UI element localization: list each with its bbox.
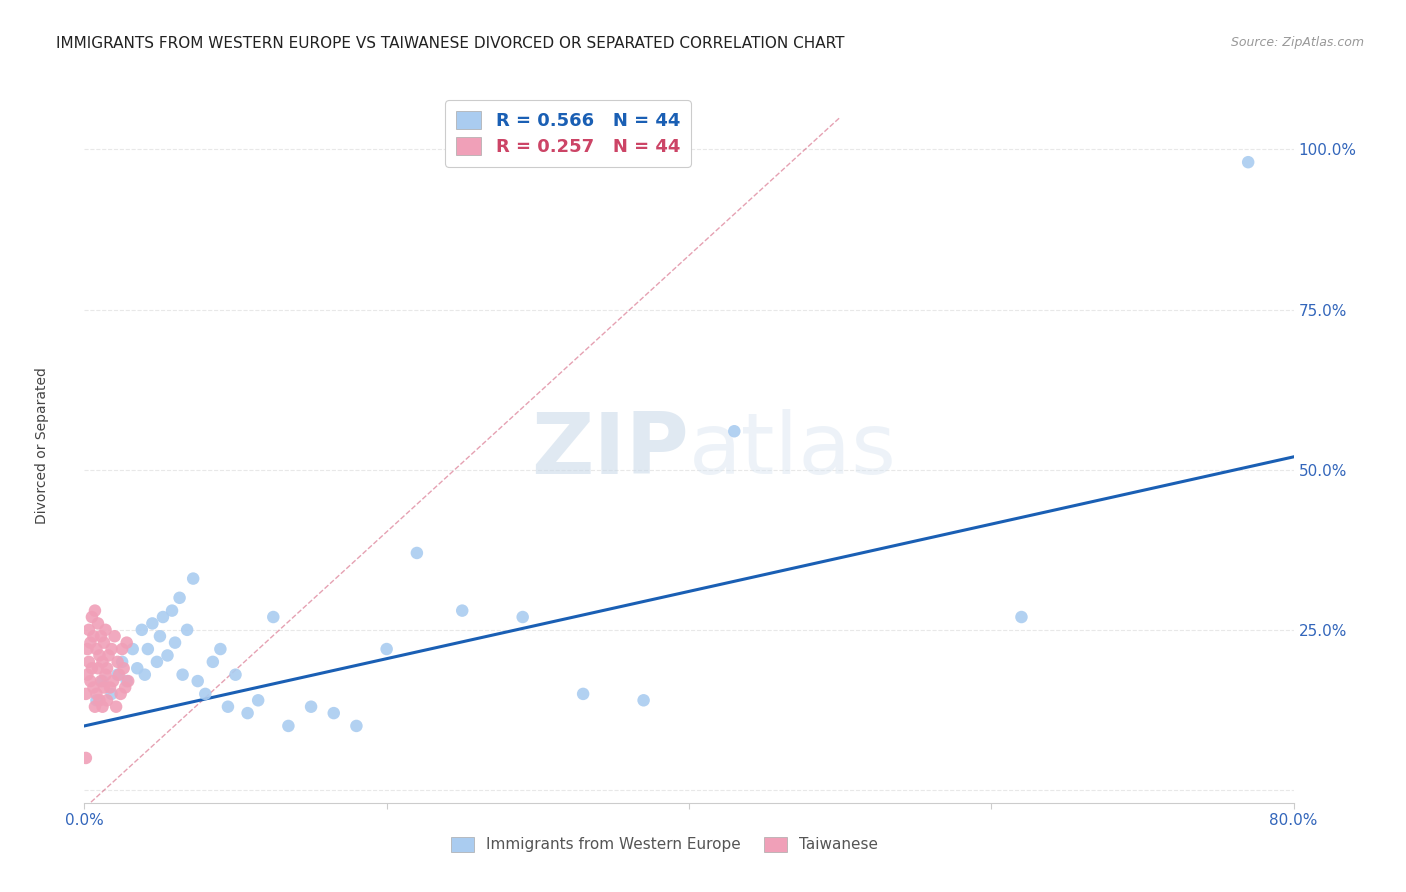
Point	[114, 681, 136, 695]
Point	[82, 681, 104, 695]
Point	[84, 699, 107, 714]
Point	[217, 699, 239, 714]
Point	[209, 642, 232, 657]
Point	[136, 642, 159, 657]
Point	[127, 661, 149, 675]
Point	[75, 751, 97, 765]
Point	[236, 706, 259, 720]
Point	[187, 674, 209, 689]
Point	[79, 635, 101, 649]
Point	[75, 687, 97, 701]
Point	[101, 674, 124, 689]
Point	[94, 667, 117, 681]
Point	[322, 706, 344, 720]
Point	[172, 667, 194, 681]
Point	[156, 648, 179, 663]
Point	[80, 610, 103, 624]
Point	[97, 648, 120, 663]
Point	[82, 629, 104, 643]
Point	[86, 642, 108, 657]
Point	[181, 572, 204, 586]
Point	[77, 623, 100, 637]
Point	[110, 687, 132, 701]
Point	[91, 674, 114, 689]
Text: IMMIGRANTS FROM WESTERN EUROPE VS TAIWANESE DIVORCED OR SEPARATED CORRELATION CH: IMMIGRANTS FROM WESTERN EUROPE VS TAIWAN…	[56, 36, 845, 51]
Point	[96, 693, 118, 707]
Point	[94, 623, 117, 637]
Point	[134, 667, 156, 681]
Point	[723, 424, 745, 438]
Point	[86, 693, 108, 707]
Text: atlas: atlas	[689, 409, 897, 492]
Point	[141, 616, 163, 631]
Point	[100, 642, 122, 657]
Point	[89, 648, 111, 663]
Point	[121, 642, 143, 657]
Point	[115, 635, 138, 649]
Point	[98, 681, 121, 695]
Point	[572, 687, 595, 701]
Point	[131, 623, 153, 637]
Point	[451, 604, 474, 618]
Point	[152, 610, 174, 624]
Point	[146, 655, 169, 669]
Point	[108, 667, 131, 681]
Point	[160, 604, 183, 618]
Point	[201, 655, 224, 669]
Point	[115, 674, 138, 689]
Point	[93, 681, 115, 695]
Point	[76, 642, 98, 657]
Text: ZIP: ZIP	[531, 409, 689, 492]
Point	[80, 661, 103, 675]
Point	[87, 661, 110, 675]
Point	[87, 616, 110, 631]
Point	[107, 655, 129, 669]
Legend: Immigrants from Western Europe, Taiwanese: Immigrants from Western Europe, Taiwanes…	[446, 830, 884, 859]
Point	[93, 635, 115, 649]
Point	[633, 693, 655, 707]
Point	[117, 674, 139, 689]
Point	[277, 719, 299, 733]
Point	[91, 699, 114, 714]
Point	[406, 546, 429, 560]
Point	[149, 629, 172, 643]
Point	[107, 667, 129, 681]
Point	[79, 674, 101, 689]
Point	[165, 635, 187, 649]
Point	[89, 693, 111, 707]
Point	[96, 661, 118, 675]
Point	[76, 667, 98, 681]
Point	[375, 642, 398, 657]
Point	[84, 604, 107, 618]
Point	[100, 687, 122, 701]
Point	[90, 674, 112, 689]
Point	[112, 661, 135, 675]
Point	[346, 719, 368, 733]
Point	[91, 655, 114, 669]
Point	[105, 699, 128, 714]
Text: Divorced or Separated: Divorced or Separated	[35, 368, 49, 524]
Point	[176, 623, 198, 637]
Point	[111, 642, 134, 657]
Point	[262, 610, 284, 624]
Point	[225, 667, 247, 681]
Point	[1011, 610, 1033, 624]
Point	[86, 687, 108, 701]
Point	[512, 610, 534, 624]
Point	[111, 655, 134, 669]
Point	[1237, 155, 1260, 169]
Point	[169, 591, 191, 605]
Point	[194, 687, 217, 701]
Point	[247, 693, 270, 707]
Text: Source: ZipAtlas.com: Source: ZipAtlas.com	[1230, 36, 1364, 49]
Point	[299, 699, 322, 714]
Point	[104, 629, 127, 643]
Point	[77, 655, 100, 669]
Point	[90, 629, 112, 643]
